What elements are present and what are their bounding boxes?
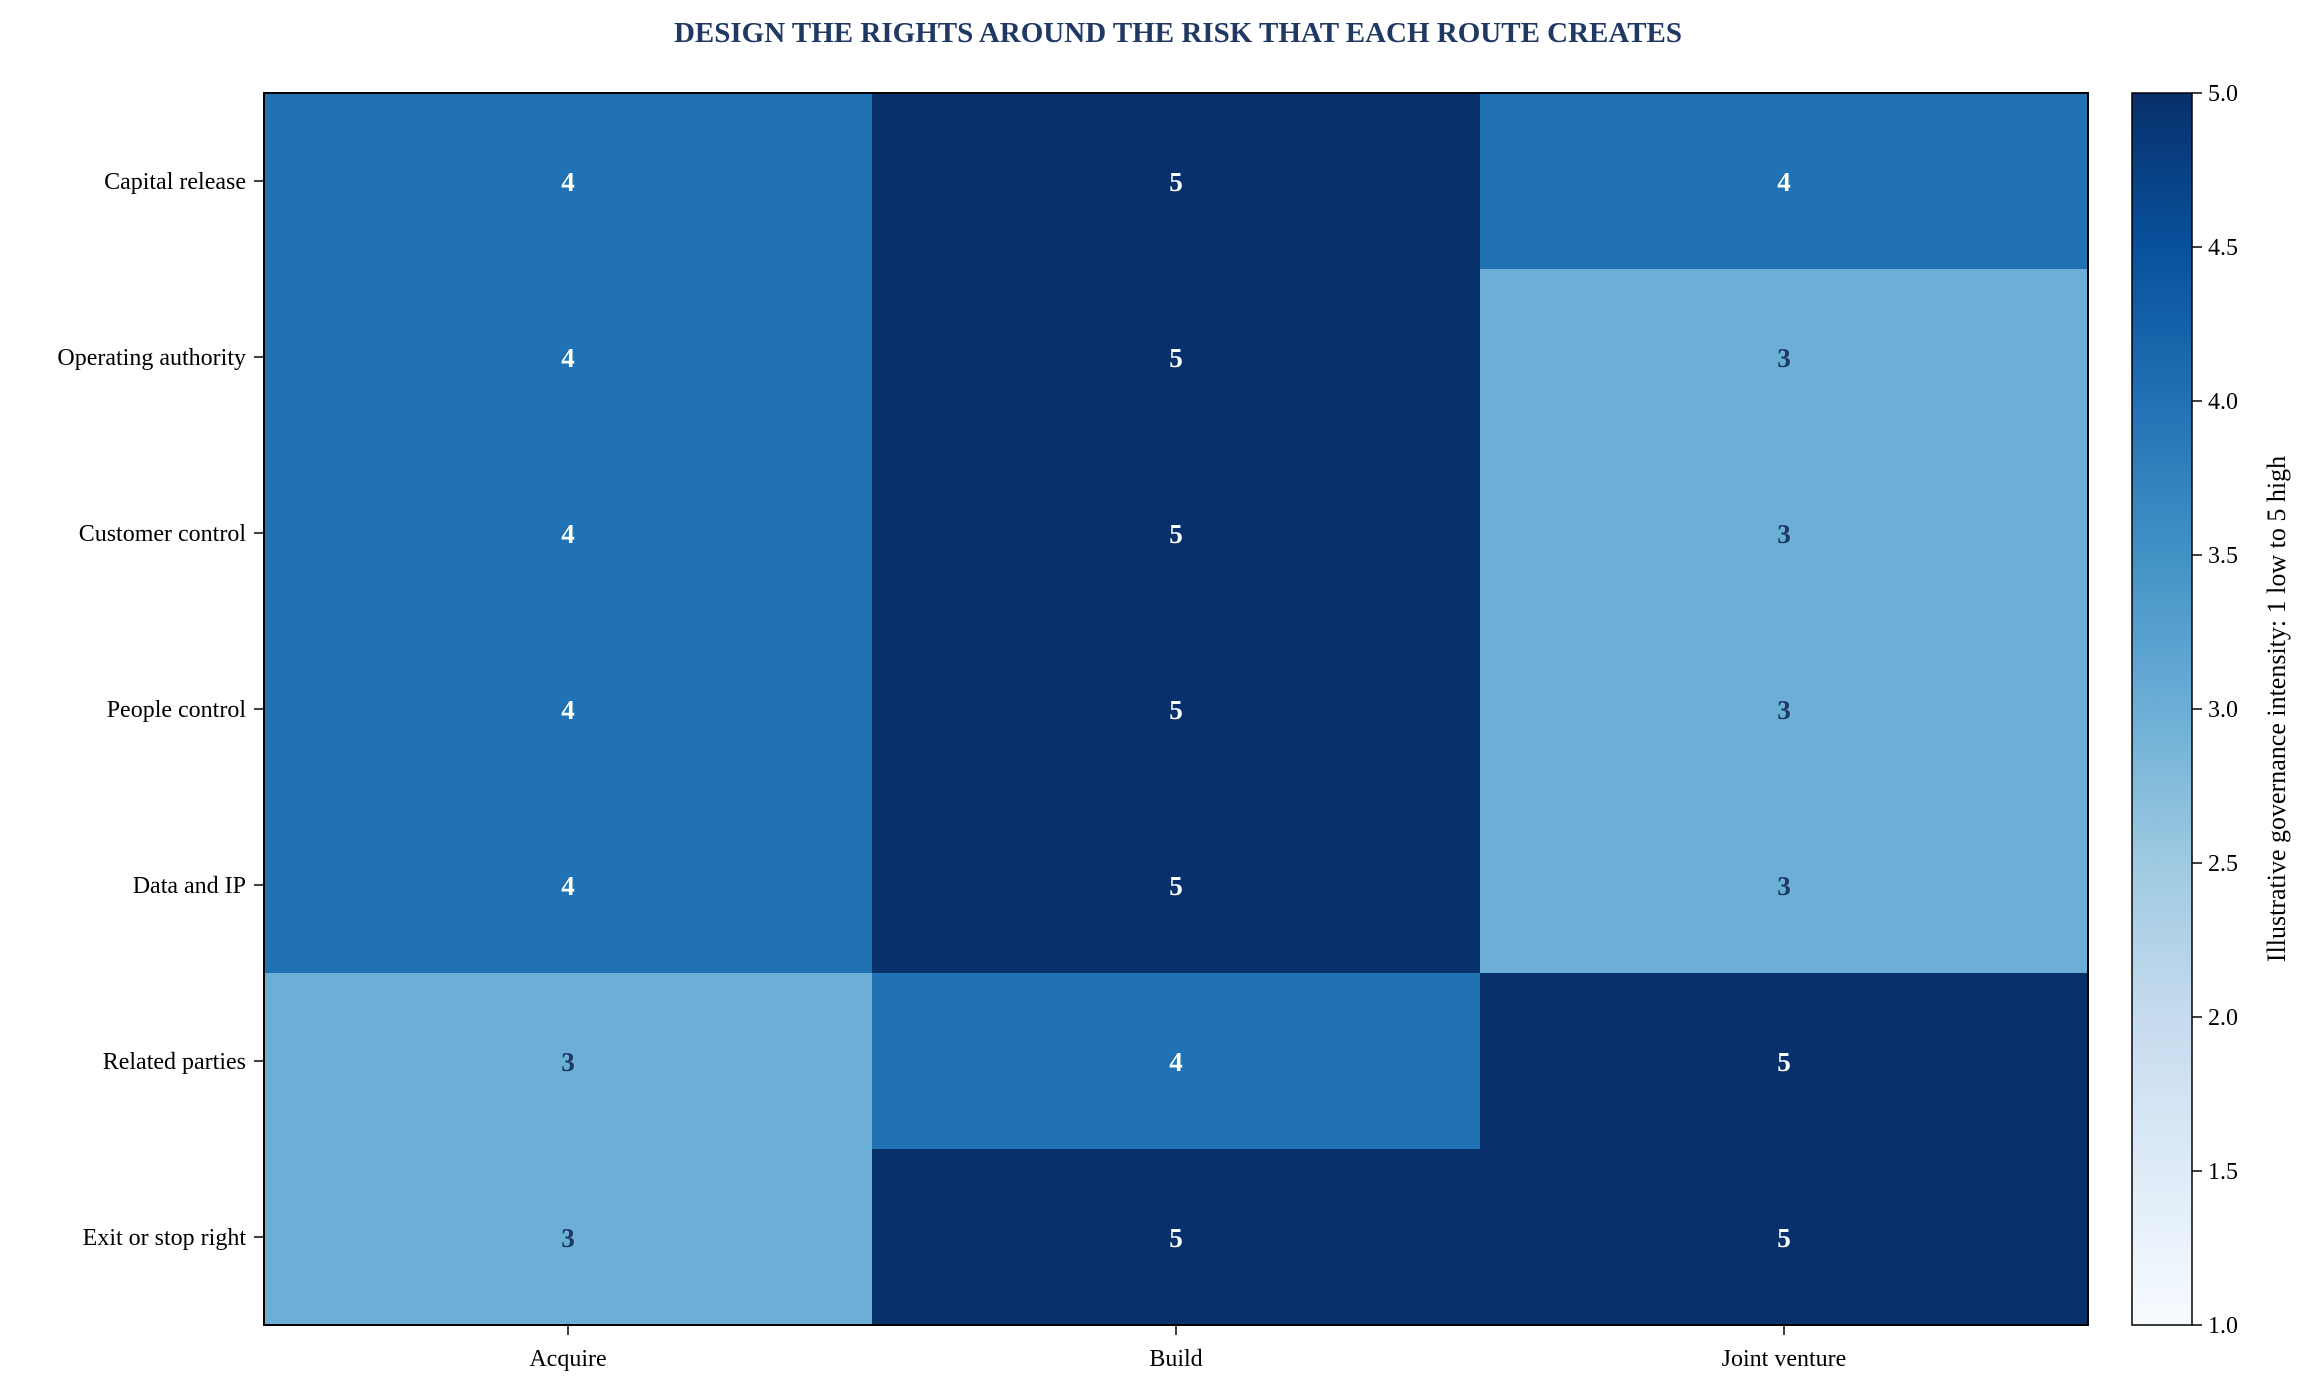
y-tick-label: Data and IP <box>133 873 246 899</box>
colorbar-tick-label: 4.5 <box>2208 235 2238 261</box>
cell-value-label: 3 <box>1777 519 1791 549</box>
cell-value-label: 4 <box>561 343 575 373</box>
heatmap-cell <box>264 445 873 622</box>
x-tick-label: Joint venture <box>1722 1346 1847 1372</box>
heatmap-cell <box>872 797 1481 974</box>
cell-value-label: 4 <box>561 695 575 725</box>
y-tick-label: Capital release <box>104 169 246 195</box>
cell-value-label: 5 <box>1169 1223 1183 1253</box>
heatmap-cell <box>1480 93 2089 270</box>
colorbar-tick-label: 2.5 <box>2208 851 2238 877</box>
colorbar-tick-label: 2.0 <box>2208 1005 2238 1031</box>
colorbar-tick-label: 5.0 <box>2208 81 2238 107</box>
heatmap-cell <box>264 269 873 446</box>
colorbar-tick-label: 4.0 <box>2208 389 2238 415</box>
colorbar-tick-label: 1.0 <box>2208 1313 2238 1339</box>
colorbar <box>2131 92 2193 1326</box>
y-tick-label: Related parties <box>103 1049 246 1075</box>
heatmap-cells <box>264 93 2089 1326</box>
cell-value-label: 3 <box>1777 343 1791 373</box>
cell-value-label: 5 <box>1777 1223 1791 1253</box>
cell-value-label: 5 <box>1169 167 1183 197</box>
cell-value-label: 4 <box>561 519 575 549</box>
heatmap-cell <box>872 973 1481 1150</box>
cell-value-label: 4 <box>1777 167 1791 197</box>
cell-value-label: 5 <box>1169 519 1183 549</box>
cell-value-label: 5 <box>1169 871 1183 901</box>
heatmap-cell <box>264 973 873 1150</box>
x-tick-label: Build <box>1149 1346 1202 1372</box>
heatmap-cell <box>1480 973 2089 1150</box>
heatmap-cell <box>264 1149 873 1326</box>
heatmap-cell <box>264 621 873 798</box>
colorbar-tick-label: 1.5 <box>2208 1159 2238 1185</box>
heatmap-cell <box>1480 797 2089 974</box>
heatmap-cell-labels: 4 5 4 4 5 3 4 5 3 4 5 3 4 5 3 3 4 5 3 5 5 <box>561 167 1791 1253</box>
heatmap-cell <box>872 621 1481 798</box>
chart-title: DESIGN THE RIGHTS AROUND THE RISK THAT E… <box>674 17 1682 49</box>
heatmap-cell <box>872 93 1481 270</box>
cell-value-label: 3 <box>1777 871 1791 901</box>
x-axis-ticks: Acquire Build Joint venture <box>529 1325 1846 1372</box>
y-tick-label: Operating authority <box>57 345 246 371</box>
heatmap-cell <box>872 445 1481 622</box>
heatmap-cell <box>1480 445 2089 622</box>
heatmap-cell <box>872 1149 1481 1326</box>
cell-value-label: 3 <box>561 1223 575 1253</box>
heatmap-cell <box>1480 269 2089 446</box>
y-tick-label: People control <box>107 697 247 723</box>
cell-value-label: 4 <box>1169 1047 1183 1077</box>
cell-value-label: 5 <box>1169 343 1183 373</box>
y-tick-label: Customer control <box>79 521 247 547</box>
heatmap-cell <box>264 797 873 974</box>
cell-value-label: 3 <box>1777 695 1791 725</box>
colorbar-ticks: 1.0 1.5 2.0 2.5 3.0 3.5 4.0 4.5 5.0 <box>2192 81 2238 1339</box>
cell-value-label: 4 <box>561 871 575 901</box>
heatmap-cell <box>1480 621 2089 798</box>
heatmap-cell <box>872 269 1481 446</box>
y-tick-label: Exit or stop right <box>83 1225 247 1251</box>
x-tick-label: Acquire <box>529 1346 606 1372</box>
cell-value-label: 5 <box>1777 1047 1791 1077</box>
cell-value-label: 3 <box>561 1047 575 1077</box>
colorbar-tick-label: 3.5 <box>2208 543 2238 569</box>
heatmap-cell <box>1480 1149 2089 1326</box>
colorbar-label: Illustrative governance intensity: 1 low… <box>2262 456 2291 962</box>
y-axis-ticks: Capital release Operating authority Custom… <box>57 169 264 1251</box>
cell-value-label: 4 <box>561 167 575 197</box>
colorbar-tick-label: 3.0 <box>2208 697 2238 723</box>
cell-value-label: 5 <box>1169 695 1183 725</box>
heatmap-cell <box>264 93 873 270</box>
